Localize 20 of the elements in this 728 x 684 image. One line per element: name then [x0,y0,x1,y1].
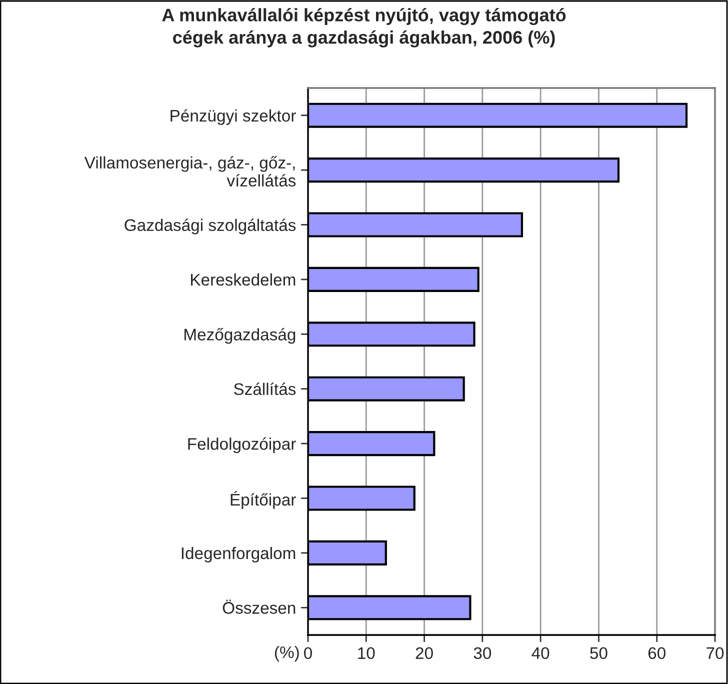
y-tick-label: Mezőgazdaság [184,328,296,344]
y-tick-label: Kereskedelem [191,273,296,286]
y-tick-label: Villamosenergia-, gáz-, gőz-, vízellátás [84,156,296,187]
y-tick-label: Szállítás [234,382,296,396]
y-tick-label: Feldolgozóipar [188,437,296,454]
x-tick-label: 60 [648,647,666,660]
y-tick-label: Idegenforgalom [182,546,296,562]
y-tick-label: Összesen [222,600,296,614]
x-tick-label: 0 [304,647,312,660]
x-axis-title: (%) [274,646,299,662]
y-tick-label: Pénzügyi szektor [170,109,296,125]
x-tick-label: 20 [416,647,433,660]
chart-title: A munkavállalói képzést nyújtó, vagy támogató cégek aránya a gazdasági ágakban, 2006 (%) [162,8,566,48]
x-tick-label: 40 [532,647,550,660]
x-tick-label: 30 [474,647,492,660]
x-tick-label: 50 [590,647,608,660]
x-tick-label: 10 [358,647,375,660]
x-tick-label: 70 [706,647,724,660]
y-tick-label: Gazdasági szolgáltatás [124,218,296,234]
y-tick-label: Építőipar [230,491,296,509]
